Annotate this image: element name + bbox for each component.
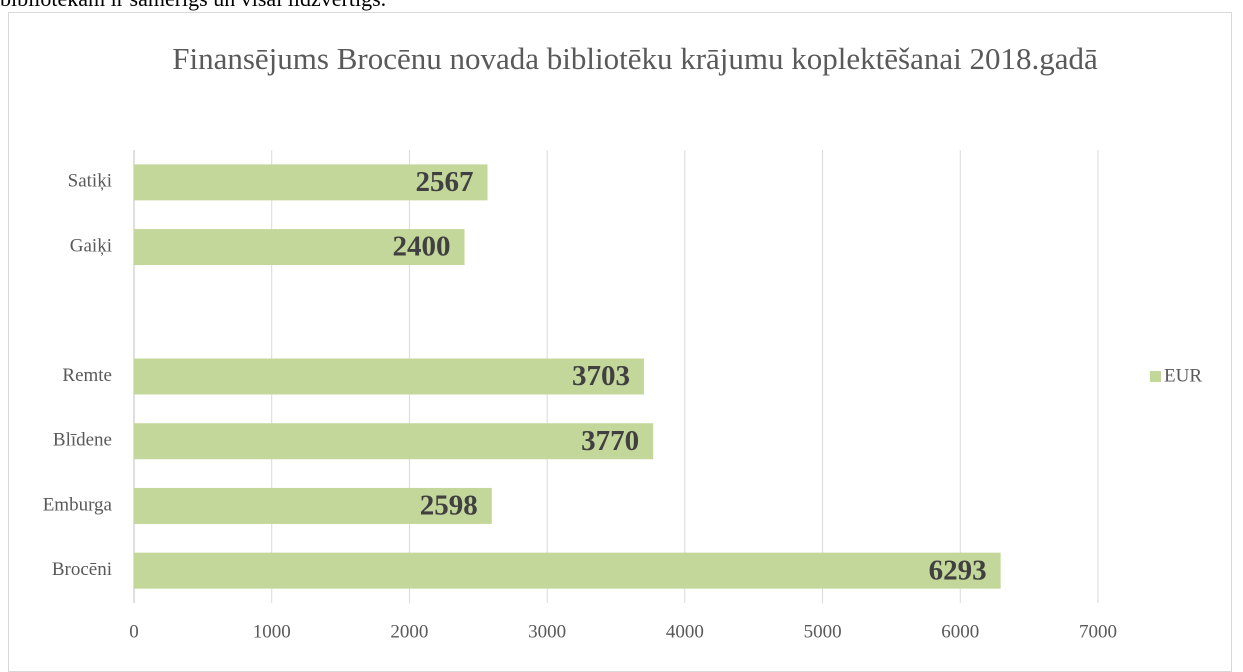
chart-title: Finansējums Brocēnu novada bibliotēku kr… <box>172 41 1098 76</box>
x-tick-label: 5000 <box>804 621 842 642</box>
bar <box>134 423 654 460</box>
x-tick-label: 3000 <box>528 621 566 642</box>
legend-label: EUR <box>1164 365 1202 386</box>
x-tick-label: 7000 <box>1079 621 1117 642</box>
x-tick-label: 1000 <box>253 621 291 642</box>
bar <box>134 164 488 201</box>
x-tick-label: 4000 <box>666 621 704 642</box>
y-tick-label: Blīdene <box>53 430 112 451</box>
x-tick-label: 2000 <box>390 621 428 642</box>
data-label: 2567 <box>416 166 474 198</box>
y-tick-label: Brocēni <box>52 559 112 580</box>
bar <box>134 229 465 266</box>
x-tick-label: 0 <box>129 621 139 642</box>
data-label: 3770 <box>581 425 639 457</box>
data-label: 6293 <box>929 554 987 586</box>
page-text: bibliotēkām ir samērīgs un visai līdzvēr… <box>0 0 386 12</box>
legend-swatch <box>1150 371 1161 382</box>
y-tick-label: Emburga <box>43 494 113 515</box>
bar <box>134 487 492 524</box>
chart: 0 1000 2000 3000 4000 5000 6000 7000 Satiķi 2567 G… <box>43 150 1202 642</box>
y-tick-label: Gaiķi <box>70 235 112 256</box>
data-label: 2400 <box>393 231 451 263</box>
y-tick-label: Remte <box>62 365 112 386</box>
bar <box>134 358 644 395</box>
bar <box>134 552 1001 589</box>
y-tick-label: Satiķi <box>68 171 112 192</box>
x-tick-label: 6000 <box>941 621 979 642</box>
data-label: 2598 <box>420 490 478 522</box>
data-label: 3703 <box>572 360 630 392</box>
